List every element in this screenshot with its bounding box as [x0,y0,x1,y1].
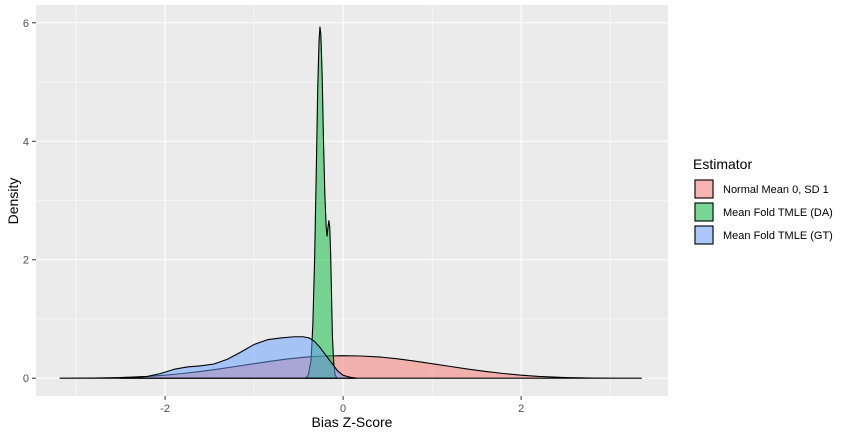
legend-swatch-3 [694,225,714,245]
legend-label-2: Mean Fold TMLE (DA) [723,207,833,219]
x-axis-ticks: -2 0 2 [160,396,524,415]
x-tick-label: 2 [518,403,524,415]
y-axis-title: Density [5,178,21,225]
y-tick-label: 2 [23,255,29,267]
legend-label-1: Normal Mean 0, SD 1 [723,184,829,196]
density-areas [59,26,642,379]
legend-swatch-1 [694,179,714,199]
x-tick-label: -2 [160,403,170,415]
density-area-2 [305,26,338,379]
y-tick-label: 4 [23,136,29,148]
legend-swatch-2 [694,202,714,222]
legend-label-3: Mean Fold TMLE (GT) [723,230,833,242]
density-area-3 [120,336,357,379]
minor-gridlines [36,5,668,396]
y-axis-ticks: 0 2 4 6 [23,18,36,385]
legend-title: Estimator [693,156,752,172]
x-tick-label: 0 [340,403,346,415]
x-axis-title: Bias Z-Score [312,414,393,430]
y-tick-label: 0 [23,373,29,385]
y-tick-label: 6 [23,18,29,30]
legend: Estimator Normal Mean 0, SD 1 Mean Fold T… [693,156,833,245]
